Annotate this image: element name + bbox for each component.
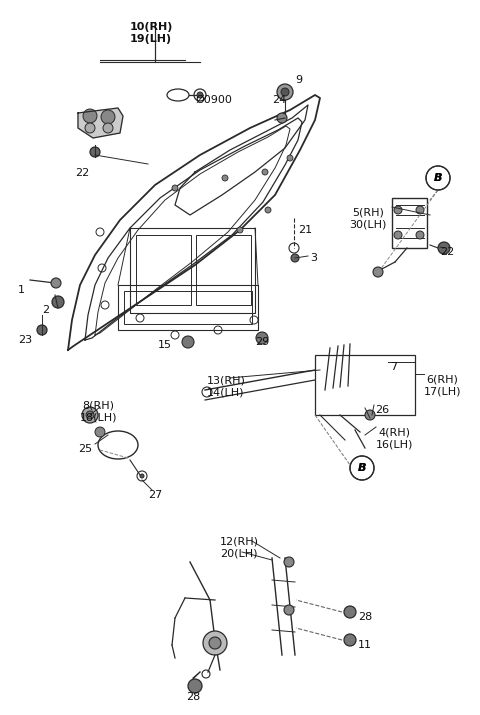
Circle shape xyxy=(209,637,221,649)
Text: 19(LH): 19(LH) xyxy=(130,34,172,44)
Circle shape xyxy=(365,410,375,420)
Text: 27: 27 xyxy=(148,490,162,500)
Circle shape xyxy=(182,336,194,348)
Text: 28: 28 xyxy=(358,612,372,622)
Circle shape xyxy=(83,109,97,123)
Bar xyxy=(130,228,255,313)
Circle shape xyxy=(90,147,100,157)
Text: B: B xyxy=(434,173,442,183)
Text: 30(LH): 30(LH) xyxy=(349,219,386,229)
Bar xyxy=(124,291,252,324)
Text: 29: 29 xyxy=(255,337,269,347)
Circle shape xyxy=(262,169,268,175)
Circle shape xyxy=(281,88,289,96)
Text: Ø0900: Ø0900 xyxy=(195,95,232,105)
Circle shape xyxy=(344,606,356,618)
Text: B: B xyxy=(434,173,442,183)
Circle shape xyxy=(140,474,144,478)
Circle shape xyxy=(284,605,294,615)
Circle shape xyxy=(287,155,293,161)
Circle shape xyxy=(237,227,243,233)
Text: 9: 9 xyxy=(295,75,302,85)
Bar xyxy=(196,235,251,305)
Text: 7: 7 xyxy=(390,362,397,372)
Text: 22: 22 xyxy=(440,247,454,257)
Text: 26: 26 xyxy=(375,405,389,415)
Circle shape xyxy=(51,278,61,288)
Text: 18(LH): 18(LH) xyxy=(80,412,118,422)
Circle shape xyxy=(222,175,228,181)
Text: 14(LH): 14(LH) xyxy=(207,387,244,397)
Circle shape xyxy=(101,110,115,124)
Text: 15: 15 xyxy=(158,340,172,350)
Text: 2: 2 xyxy=(42,305,49,315)
Circle shape xyxy=(438,242,450,254)
Text: 13(RH): 13(RH) xyxy=(207,375,246,385)
Circle shape xyxy=(291,254,299,262)
Circle shape xyxy=(85,123,95,133)
Circle shape xyxy=(265,207,271,213)
Circle shape xyxy=(394,231,402,239)
Text: B: B xyxy=(358,463,366,473)
Circle shape xyxy=(394,206,402,214)
Circle shape xyxy=(277,84,293,100)
Text: 22: 22 xyxy=(75,168,89,178)
Text: 4(RH): 4(RH) xyxy=(378,427,410,437)
Circle shape xyxy=(203,631,227,655)
Bar xyxy=(118,285,258,330)
Text: 17(LH): 17(LH) xyxy=(424,386,461,396)
Circle shape xyxy=(37,325,47,335)
Circle shape xyxy=(416,206,424,214)
Text: 8(RH): 8(RH) xyxy=(82,400,114,410)
Text: 28: 28 xyxy=(186,692,200,702)
Text: 11: 11 xyxy=(358,640,372,650)
Text: 6(RH): 6(RH) xyxy=(426,374,458,384)
Bar xyxy=(392,198,427,248)
Text: 25: 25 xyxy=(78,444,92,454)
Text: 21: 21 xyxy=(298,225,312,235)
Text: 1: 1 xyxy=(18,285,25,295)
Text: 3: 3 xyxy=(310,253,317,263)
Circle shape xyxy=(284,557,294,567)
Bar xyxy=(136,235,191,305)
Polygon shape xyxy=(78,108,123,138)
Circle shape xyxy=(52,296,64,308)
Circle shape xyxy=(82,407,98,423)
Circle shape xyxy=(86,411,94,419)
Text: B: B xyxy=(358,463,366,473)
Text: 5(RH): 5(RH) xyxy=(352,207,384,217)
Text: 20(LH): 20(LH) xyxy=(220,549,257,559)
Bar xyxy=(315,355,415,415)
Circle shape xyxy=(373,267,383,277)
Text: 16(LH): 16(LH) xyxy=(376,439,413,449)
Text: 24: 24 xyxy=(272,95,286,105)
Circle shape xyxy=(95,427,105,437)
Circle shape xyxy=(277,113,287,123)
Circle shape xyxy=(344,634,356,646)
Circle shape xyxy=(256,332,268,344)
Circle shape xyxy=(416,231,424,239)
Circle shape xyxy=(188,679,202,693)
Circle shape xyxy=(103,123,113,133)
Text: 10(RH): 10(RH) xyxy=(130,22,173,32)
Text: 23: 23 xyxy=(18,335,32,345)
Text: 12(RH): 12(RH) xyxy=(220,537,259,547)
Circle shape xyxy=(172,185,178,191)
Circle shape xyxy=(197,92,203,98)
